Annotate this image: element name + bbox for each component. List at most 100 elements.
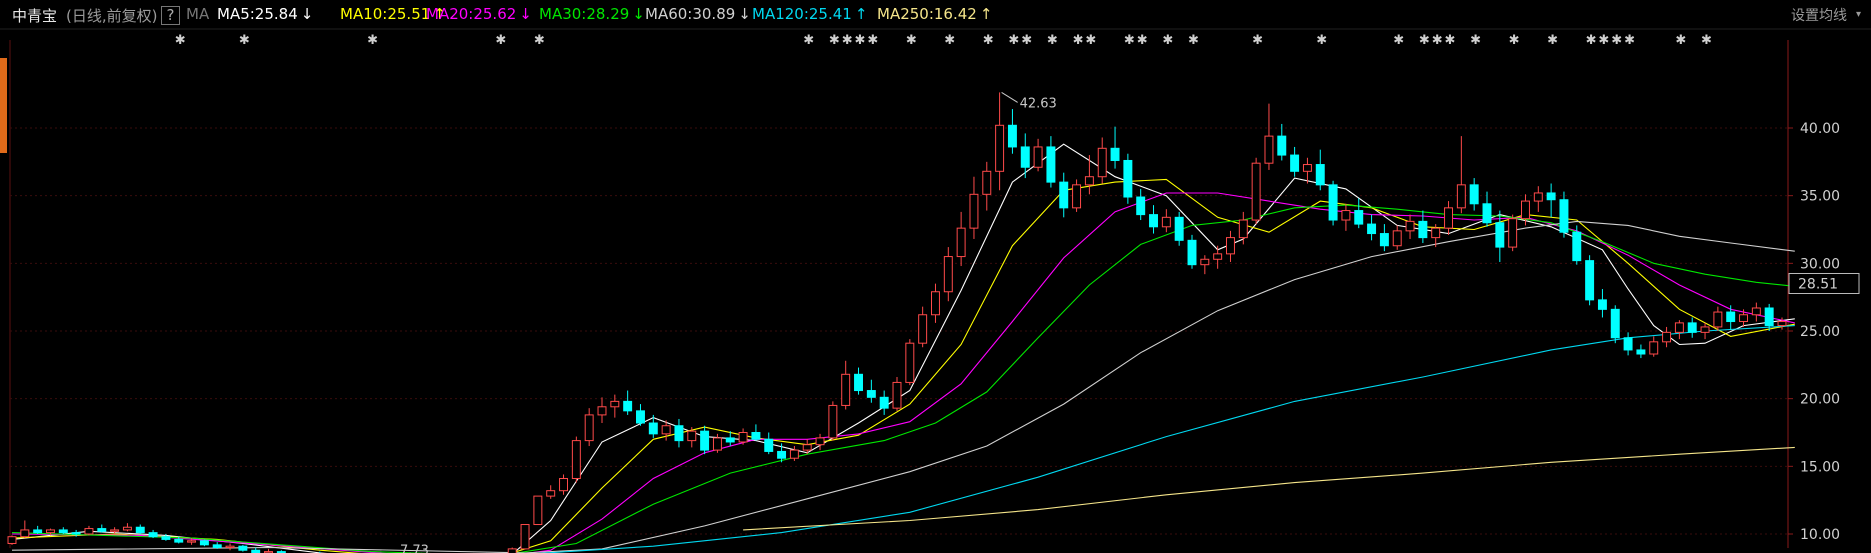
candle-body[interactable]	[892, 381, 902, 409]
candle-body[interactable]	[1662, 331, 1672, 343]
event-marker-icon[interactable]: ✱	[1701, 33, 1712, 48]
candle-body[interactable]	[97, 528, 107, 532]
candle-body[interactable]	[1110, 147, 1120, 161]
candle-body[interactable]	[1302, 164, 1312, 172]
candle-body[interactable]	[1405, 220, 1415, 232]
event-marker-icon[interactable]: ✱	[1432, 33, 1443, 48]
event-marker-icon[interactable]: ✱	[239, 33, 250, 48]
candle-body[interactable]	[174, 538, 184, 543]
event-marker-icon[interactable]: ✱	[1252, 33, 1263, 48]
event-marker-icon[interactable]: ✱	[1445, 33, 1456, 48]
ma-legend-ma60[interactable]: MA60:30.89 ↓	[645, 5, 751, 23]
event-marker-icon[interactable]: ✱	[1047, 33, 1058, 48]
candle-body[interactable]	[995, 124, 1005, 172]
candle-body[interactable]	[1533, 192, 1543, 202]
event-marker-icon[interactable]: ✱	[1470, 33, 1481, 48]
candle-body[interactable]	[1597, 299, 1607, 310]
event-marker-icon[interactable]: ✱	[1675, 33, 1686, 48]
candle-body[interactable]	[1469, 184, 1479, 205]
candle-body[interactable]	[1097, 147, 1107, 178]
candle-body[interactable]	[674, 425, 684, 442]
candle-body[interactable]	[1033, 146, 1043, 168]
candle-body[interactable]	[1213, 253, 1223, 260]
candle-body[interactable]	[71, 532, 81, 535]
candle-body[interactable]	[1277, 135, 1287, 156]
candle-body[interactable]	[1649, 341, 1659, 355]
candle-body[interactable]	[1149, 214, 1158, 228]
event-marker-icon[interactable]: ✱	[829, 33, 840, 48]
event-marker-icon[interactable]: ✱	[175, 33, 186, 48]
event-marker-icon[interactable]: ✱	[1085, 33, 1096, 48]
candle-body[interactable]	[764, 438, 774, 452]
candle-body[interactable]	[1072, 184, 1082, 209]
candle-body[interactable]	[1418, 220, 1428, 239]
candle-body[interactable]	[969, 193, 979, 229]
candle-body[interactable]	[1713, 311, 1723, 328]
candle-body[interactable]	[276, 551, 286, 553]
candle-body[interactable]	[1559, 199, 1569, 233]
event-marker-icon[interactable]: ✱	[1547, 33, 1558, 48]
candle-body[interactable]	[58, 529, 68, 534]
candle-body[interactable]	[225, 545, 235, 549]
chevron-down-icon[interactable]: ▾	[1855, 9, 1861, 20]
candle-body[interactable]	[1521, 200, 1530, 220]
candle-body[interactable]	[199, 540, 209, 546]
event-marker-icon[interactable]: ✱	[855, 33, 866, 48]
event-marker-icon[interactable]: ✱	[867, 33, 878, 48]
candle-body[interactable]	[1238, 219, 1248, 239]
candle-body[interactable]	[802, 444, 812, 451]
candle-body[interactable]	[725, 437, 735, 443]
event-marker-icon[interactable]: ✱	[1124, 33, 1135, 48]
candle-body[interactable]	[1187, 239, 1197, 266]
candle-body[interactable]	[1674, 322, 1684, 333]
candle-body[interactable]	[1610, 308, 1620, 339]
event-marker-icon[interactable]: ✱	[944, 33, 955, 48]
candle-body[interactable]	[648, 422, 658, 435]
candle-body[interactable]	[636, 410, 645, 424]
candle-body[interactable]	[1572, 231, 1582, 262]
candle-body[interactable]	[1636, 349, 1646, 355]
event-marker-icon[interactable]: ✱	[367, 33, 378, 48]
candle-body[interactable]	[751, 432, 761, 440]
event-marker-icon[interactable]: ✱	[495, 33, 506, 48]
candle-body[interactable]	[1392, 230, 1402, 247]
candle-body[interactable]	[597, 406, 607, 416]
candle-body[interactable]	[1251, 162, 1261, 221]
candle-body[interactable]	[623, 400, 633, 412]
candle-body[interactable]	[1764, 307, 1774, 327]
candle-body[interactable]	[20, 529, 30, 538]
candle-body[interactable]	[1007, 124, 1017, 148]
candle-body[interactable]	[700, 430, 710, 451]
ma-legend-ma120[interactable]: MA120:25.41 ↑	[752, 5, 868, 23]
candle-body[interactable]	[33, 529, 43, 534]
candle-body[interactable]	[956, 227, 966, 258]
event-marker-icon[interactable]: ✱	[842, 33, 853, 48]
candle-body[interactable]	[1020, 146, 1030, 168]
candle-body[interactable]	[738, 432, 748, 443]
candle-body[interactable]	[46, 529, 55, 534]
ma-legend-ma5[interactable]: MA5:25.84 ↓	[217, 5, 314, 23]
candle-body[interactable]	[1315, 164, 1325, 186]
candle-body[interactable]	[866, 390, 876, 398]
candle-body[interactable]	[1623, 337, 1633, 351]
candle-body[interactable]	[1226, 237, 1235, 255]
event-marker-icon[interactable]: ✱	[1137, 33, 1148, 48]
candle-body[interactable]	[841, 373, 851, 406]
candle-body[interactable]	[1174, 216, 1184, 241]
candle-body[interactable]	[122, 526, 132, 531]
candle-body[interactable]	[187, 540, 197, 543]
candle-body[interactable]	[1546, 192, 1556, 201]
event-marker-icon[interactable]: ✱	[983, 33, 994, 48]
candle-body[interactable]	[7, 536, 17, 544]
candle-body[interactable]	[1046, 146, 1056, 183]
ma-settings-button[interactable]: 设置均线	[1791, 8, 1847, 24]
event-marker-icon[interactable]: ✱	[1393, 33, 1404, 48]
candle-body[interactable]	[1431, 227, 1441, 239]
candle-body[interactable]	[1354, 210, 1364, 225]
event-marker-icon[interactable]: ✱	[534, 33, 545, 48]
candle-body[interactable]	[1687, 322, 1697, 333]
candle-body[interactable]	[1123, 159, 1133, 198]
candle-body[interactable]	[1508, 218, 1518, 248]
candle-body[interactable]	[1726, 311, 1736, 323]
